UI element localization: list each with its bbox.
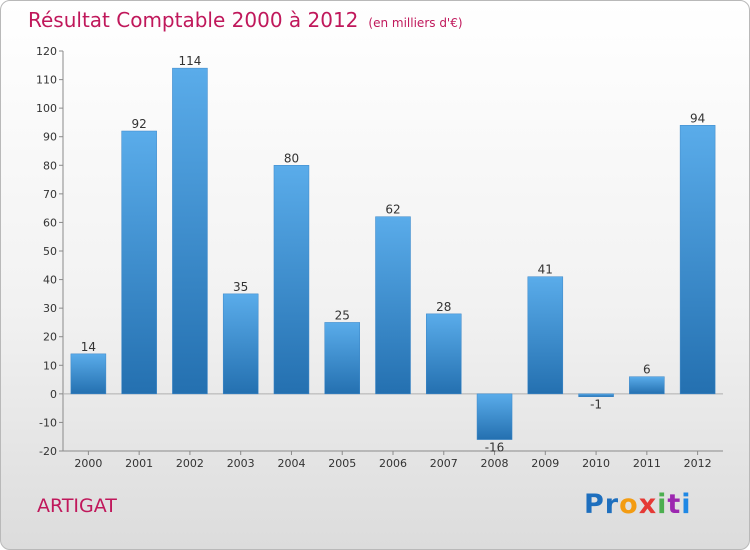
x-tick-label: 2012	[684, 457, 712, 470]
value-label-2009: 41	[538, 263, 553, 277]
x-tick-label: 2002	[176, 457, 204, 470]
value-label-2012: 94	[690, 111, 705, 125]
value-label-2002: 114	[178, 54, 201, 68]
bar-2008	[476, 393, 513, 440]
logo-letter: x	[638, 489, 658, 520]
x-tick-label: 2000	[74, 457, 102, 470]
bar-2002	[172, 67, 208, 395]
logo-letter: t	[667, 489, 682, 520]
value-label-2004: 80	[284, 151, 299, 165]
value-label-2011: 6	[643, 363, 651, 377]
bar-2007	[426, 313, 462, 395]
y-tick-label: 0	[50, 388, 57, 401]
y-tick-label: 10	[43, 359, 57, 372]
y-tick-label: -10	[39, 416, 57, 429]
y-tick-label: 20	[43, 331, 57, 344]
logo-letter: i	[657, 489, 668, 520]
x-tick-label: 2004	[277, 457, 305, 470]
bar-2005	[324, 322, 360, 395]
value-label-2003: 35	[233, 280, 248, 294]
y-tick-label: 110	[36, 74, 57, 87]
y-tick-label: 40	[43, 274, 57, 287]
x-tick-label: 2006	[379, 457, 407, 470]
bars	[70, 67, 716, 440]
x-tick-label: 2011	[633, 457, 661, 470]
value-label-2010: -1	[590, 398, 602, 412]
bar-2009	[527, 276, 564, 395]
bar-2006	[375, 216, 411, 395]
proxiti-logo: Proxiti	[584, 489, 692, 520]
axes: -20 -10 0 10 20 30 40 50 60 70 80 90 100 110 120 2000 20…	[36, 45, 723, 470]
logo-letter: P	[584, 489, 605, 520]
x-tick-label: 2001	[125, 457, 153, 470]
chart-title: Résultat Comptable 2000 à 2012 (en millie…	[28, 8, 463, 32]
bar-2000	[70, 353, 107, 395]
x-tick-label: 2008	[481, 457, 509, 470]
bar-2010	[578, 393, 614, 397]
value-label-2007: 28	[436, 300, 451, 314]
y-tick-label: 50	[43, 245, 57, 258]
chart-title-text: Résultat Comptable 2000 à 2012	[28, 8, 359, 32]
value-label-2008: -16	[485, 441, 505, 455]
bar-2011	[629, 376, 665, 395]
x-tick-label: 2005	[328, 457, 356, 470]
y-tick-label: -20	[39, 445, 57, 458]
y-tick-label: 100	[36, 102, 57, 115]
y-tick-label: 70	[43, 188, 57, 201]
x-tick-label: 2009	[531, 457, 559, 470]
commune-name: ARTIGAT	[37, 495, 117, 517]
logo-letter: i	[681, 489, 692, 520]
value-label-2000: 14	[81, 340, 96, 354]
y-tick-label: 120	[36, 45, 57, 58]
value-label-2005: 25	[335, 308, 350, 322]
x-tick-label: 2003	[227, 457, 255, 470]
y-tick-label: 80	[43, 159, 57, 172]
y-tick-label: 60	[43, 216, 57, 229]
x-tick-label: 2010	[582, 457, 610, 470]
value-label-2006: 62	[385, 203, 400, 217]
logo-letter: o	[619, 489, 639, 520]
x-tick-label: 2007	[430, 457, 458, 470]
logo-letter: r	[604, 489, 620, 520]
bar-2004	[273, 165, 310, 395]
bar-2003	[222, 293, 259, 395]
y-tick-label: 90	[43, 131, 57, 144]
chart-unit-text: (en milliers d'€)	[368, 16, 463, 30]
value-label-2001: 92	[132, 117, 147, 131]
bar-2001	[121, 130, 157, 395]
y-tick-label: 30	[43, 302, 57, 315]
bar-2012	[679, 125, 716, 395]
